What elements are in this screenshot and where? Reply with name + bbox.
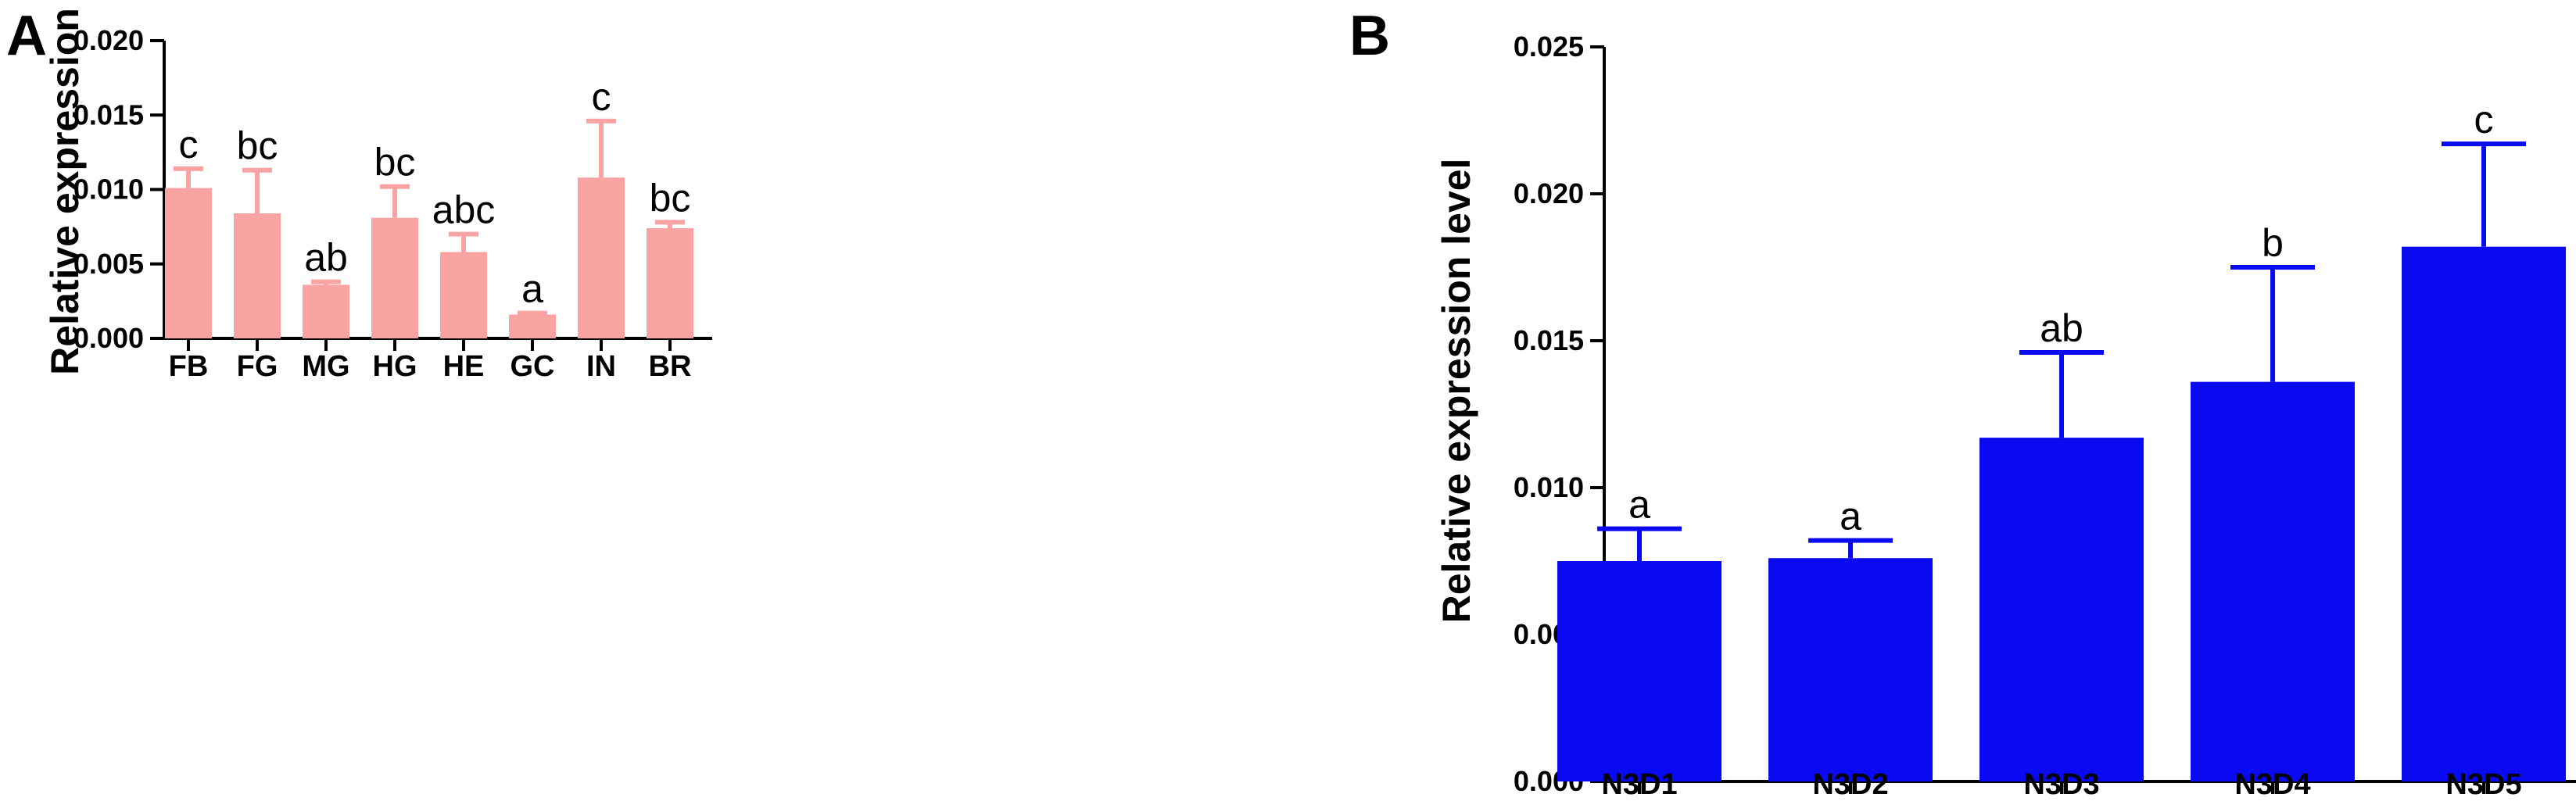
bar-b-n3d4 xyxy=(2191,381,2355,781)
bar-a-fg xyxy=(234,213,281,338)
significance-label-b: b xyxy=(2262,221,2284,265)
x-category-label-a: FG xyxy=(237,350,278,383)
x-category-label-b: N3D5 xyxy=(2445,768,2521,801)
panel-letter-b: B xyxy=(1349,5,1390,67)
bar-a-he xyxy=(440,252,487,338)
chart-panel-a: A Relative expression 0.000 0.005 0.010 0.0… xyxy=(6,5,712,383)
significance-label-a: a xyxy=(521,267,543,311)
x-category-label-a: GC xyxy=(511,350,555,383)
significance-label-b: ab xyxy=(2040,306,2083,350)
bar-b-n3d5 xyxy=(2402,246,2566,781)
significance-label-a: abc xyxy=(432,188,496,232)
bar-a-fb xyxy=(165,188,212,338)
y-tick-label-a: 0.020 xyxy=(73,24,144,56)
x-category-label-a: FB xyxy=(169,350,209,383)
significance-label-a: c xyxy=(179,123,199,166)
x-category-label-b: N3D4 xyxy=(2234,768,2310,801)
panel-letter-a: A xyxy=(6,5,47,67)
significance-label-a: bc xyxy=(374,141,416,184)
significance-label-a: c xyxy=(592,75,611,119)
significance-label-a: bc xyxy=(237,124,278,168)
y-tick-label-b: 0.015 xyxy=(1514,324,1584,356)
significance-label-b: a xyxy=(1628,483,1650,527)
y-tick-label-a: 0.005 xyxy=(73,248,144,280)
bar-a-br xyxy=(647,228,693,338)
x-category-label-a: IN xyxy=(586,350,616,383)
y-tick-label-a: 0.010 xyxy=(73,173,144,206)
bar-b-n3d3 xyxy=(1979,438,2144,781)
significance-label-b: a xyxy=(1840,495,1861,538)
chart-panel-b: B Relative expression level 0.0000.0050.… xyxy=(1349,5,2576,801)
x-category-label-a: BR xyxy=(649,350,692,383)
bar-a-mg xyxy=(303,284,349,338)
x-category-label-a: HG xyxy=(373,350,417,383)
y-tick-label-a: 0.000 xyxy=(73,322,144,354)
bar-a-in xyxy=(578,177,625,338)
bar-a-gc xyxy=(509,314,556,338)
y-axis-label-a: Relative expression xyxy=(43,8,87,375)
y-tick-label-b: 0.025 xyxy=(1514,30,1584,63)
x-category-label-a: HE xyxy=(443,350,485,383)
x-category-label-b: N3D1 xyxy=(1601,768,1677,801)
significance-label-a: ab xyxy=(304,236,348,280)
significance-label-a: bc xyxy=(650,176,691,220)
x-category-label-b: N3D2 xyxy=(1812,768,1888,801)
significance-label-b: c xyxy=(2474,98,2494,141)
y-tick-label-a: 0.015 xyxy=(73,98,144,131)
x-category-label-b: N3D3 xyxy=(2023,768,2099,801)
bar-a-hg xyxy=(371,217,418,338)
bar-b-n3d1 xyxy=(1557,561,1722,781)
y-tick-label-b: 0.010 xyxy=(1514,471,1584,503)
bar-b-n3d2 xyxy=(1768,558,1933,781)
y-tick-label-b: 0.020 xyxy=(1514,177,1584,209)
y-axis-label-b: Relative expression level xyxy=(1435,159,1478,624)
x-category-label-a: MG xyxy=(302,350,349,383)
